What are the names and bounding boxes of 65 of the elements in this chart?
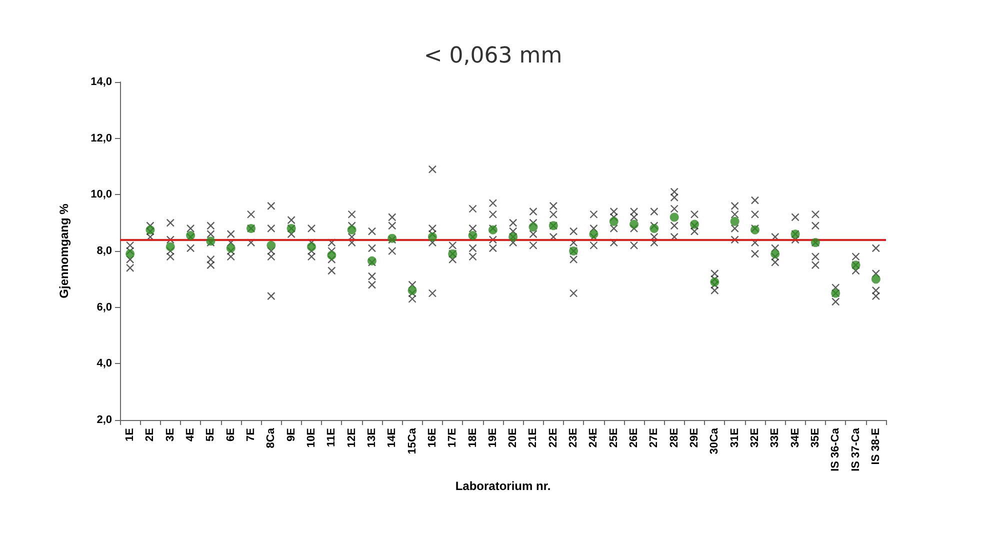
x-tick-label: 10E [306, 428, 318, 448]
point [408, 286, 417, 295]
x-tick-label: IS 37-Ca [850, 427, 862, 472]
x-tick-label: 11E [326, 428, 338, 447]
x-tick-label: 20E [507, 428, 520, 448]
y-tick-label: 4,0 [96, 358, 112, 370]
x-tick-label: 7E [245, 428, 258, 442]
y-tick-label: 6,0 [96, 301, 112, 314]
x-tick-label: 9E [285, 428, 298, 442]
point [327, 250, 336, 260]
x-tick-label: 25E [608, 428, 620, 448]
chart-title: < 0,063 mm [424, 44, 562, 68]
x-tick-label: 13E [366, 428, 378, 448]
x-tick-label: 5E [204, 428, 217, 442]
point [226, 244, 236, 253]
point [266, 240, 276, 250]
y-tick-label: 8,0 [96, 245, 112, 257]
x-tick-label: 3E [164, 428, 176, 442]
point [770, 249, 780, 258]
x-tick-label: 6E [224, 428, 237, 442]
point [528, 222, 538, 232]
x-tick-label: 35E [809, 428, 822, 448]
x-tick-label: 14E [386, 428, 398, 448]
x-tick-label: 16E [426, 428, 438, 448]
x-tick-label: 26E [628, 428, 640, 448]
x-axis-title: Laboratorium nr. [455, 479, 551, 493]
point [347, 225, 356, 234]
x-tick-label: 8Ca [265, 427, 278, 448]
point [650, 224, 659, 233]
x-tick-label: 1E [124, 428, 136, 442]
x-tick-label: 27E [648, 428, 660, 448]
point [307, 242, 316, 252]
x-tick-label: 4E [184, 428, 197, 442]
y-axis-title: Gjennomgang % [57, 203, 71, 298]
x-tick-label: IS 38-E [870, 428, 882, 465]
y-tick-label: 2,0 [96, 414, 112, 426]
x-tick-label: 30Ca [708, 427, 721, 454]
x-tick-label: 33E [769, 428, 782, 448]
x-tick-label: 18E [466, 428, 479, 448]
point [166, 242, 175, 252]
x-tick-label: 24E [588, 428, 600, 448]
point [630, 220, 639, 229]
x-tick-label: 21E [527, 428, 540, 448]
x-tick-label: 34E [789, 428, 802, 448]
point [126, 249, 135, 258]
y-tick-label: 12,0 [90, 132, 112, 144]
point [871, 274, 880, 284]
x-tick-label: 31E [728, 428, 741, 448]
point [589, 230, 598, 239]
x-tick-label: 15Ca [406, 427, 418, 454]
x-tick-label: 28E [668, 428, 680, 448]
x-tick-label: 32E [748, 428, 761, 448]
x-tick-label: 22E [547, 428, 560, 448]
point [670, 212, 679, 222]
x-tick-label: 19E [486, 428, 499, 448]
y-tick-label: 10,0 [90, 188, 112, 201]
x-tick-label: IS 36-Ca [830, 427, 842, 472]
x-tick-label: 12E [346, 428, 358, 448]
y-tick-label: 14,0 [90, 76, 112, 88]
x-tick-label: 23E [568, 428, 580, 448]
x-tick-label: 17E [446, 428, 459, 448]
x-tick-label: 2E [144, 428, 156, 442]
x-tick-label: 29E [688, 428, 700, 448]
point [609, 216, 618, 226]
point [730, 216, 740, 226]
